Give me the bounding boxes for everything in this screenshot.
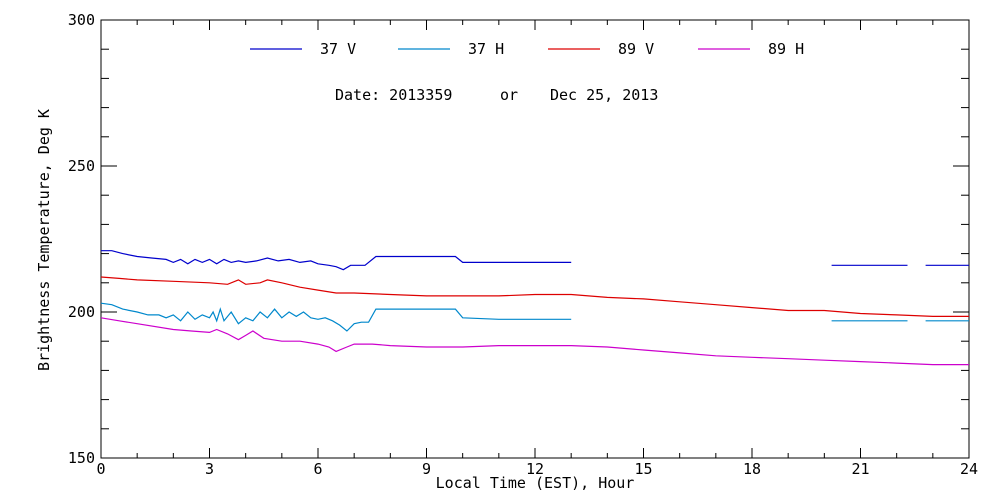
legend-label-37-h: 37 H bbox=[468, 40, 504, 58]
y-tick-label: 200 bbox=[68, 303, 95, 321]
y-tick-label: 250 bbox=[68, 157, 95, 175]
y-tick-label: 150 bbox=[68, 449, 95, 467]
date-or: or bbox=[500, 86, 518, 104]
axis-tick-labels: 0 3 6 9 12 15 18 21 24 150 200 250 300 bbox=[68, 11, 978, 478]
series-line-89-v bbox=[100, 276, 969, 317]
x-tick-label: 6 bbox=[313, 460, 322, 478]
x-tick-label: 9 bbox=[422, 460, 431, 478]
x-tick-label: 18 bbox=[743, 460, 761, 478]
legend: 37 V 37 H 89 V 89 H bbox=[250, 40, 804, 58]
legend-label-89-v: 89 V bbox=[618, 40, 654, 58]
x-axis-label: Local Time (EST), Hour bbox=[436, 474, 635, 492]
series-line-89-h bbox=[100, 317, 969, 366]
x-tick-label: 3 bbox=[205, 460, 214, 478]
date-label: Date: 2013359 bbox=[335, 86, 452, 104]
date-full: Dec 25, 2013 bbox=[550, 86, 658, 104]
y-tick-label: 300 bbox=[68, 11, 95, 29]
x-tick-label: 21 bbox=[851, 460, 869, 478]
x-tick-label: 24 bbox=[960, 460, 978, 478]
legend-label-37-v: 37 V bbox=[320, 40, 356, 58]
series-line-37-h bbox=[100, 302, 572, 332]
axis-ticks bbox=[100, 19, 970, 459]
plot-frame bbox=[100, 19, 970, 459]
x-tick-label: 0 bbox=[96, 460, 105, 478]
legend-label-89-h: 89 H bbox=[768, 40, 804, 58]
x-tick-label: 15 bbox=[634, 460, 652, 478]
y-axis-label: Brightness Temperature, Deg K bbox=[35, 109, 53, 371]
x-tick-label: 12 bbox=[526, 460, 544, 478]
series-lines bbox=[100, 250, 969, 366]
series-line-37-v bbox=[101, 250, 572, 271]
